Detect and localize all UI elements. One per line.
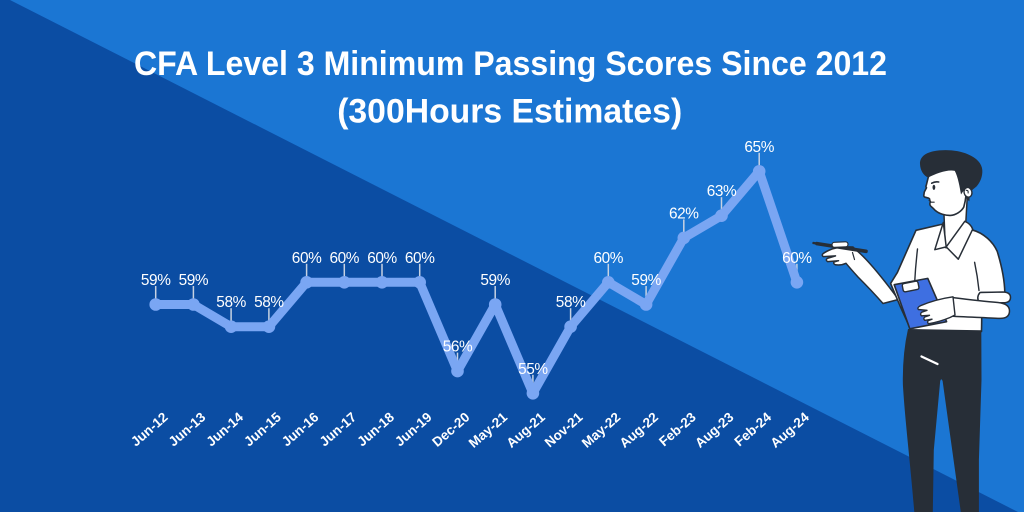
svg-text:59%: 59% <box>141 272 171 289</box>
svg-text:59%: 59% <box>480 272 510 289</box>
svg-text:58%: 58% <box>556 294 586 311</box>
svg-text:60%: 60% <box>782 250 812 267</box>
svg-text:60%: 60% <box>367 250 397 267</box>
svg-text:59%: 59% <box>179 272 209 289</box>
svg-text:58%: 58% <box>216 294 246 311</box>
svg-text:60%: 60% <box>405 250 435 267</box>
svg-text:55%: 55% <box>518 361 548 378</box>
svg-text:58%: 58% <box>254 294 284 311</box>
svg-text:60%: 60% <box>593 250 623 267</box>
svg-text:CFA Level 3 Minimum Passing Sc: CFA Level 3 Minimum Passing Scores Since… <box>134 45 887 83</box>
svg-text:60%: 60% <box>292 250 322 267</box>
svg-text:56%: 56% <box>443 339 473 356</box>
svg-text:60%: 60% <box>329 250 359 267</box>
svg-text:62%: 62% <box>669 205 699 222</box>
svg-text:59%: 59% <box>631 272 661 289</box>
svg-text:63%: 63% <box>707 183 737 200</box>
svg-text:(300Hours Estimates): (300Hours Estimates) <box>337 93 682 131</box>
svg-text:65%: 65% <box>744 139 774 156</box>
